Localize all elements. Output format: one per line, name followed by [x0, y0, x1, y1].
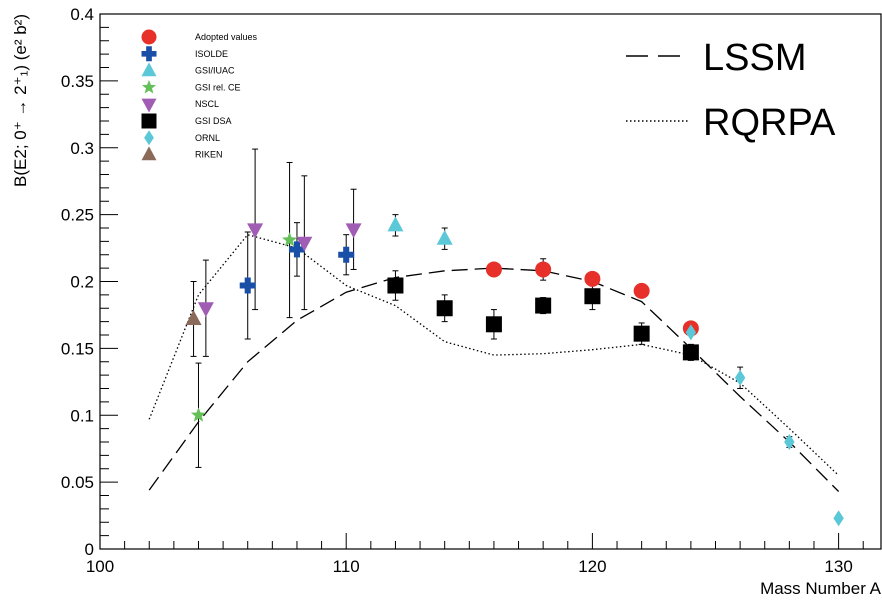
gsi-dsa-point: [584, 288, 601, 305]
error-bars: [190, 148, 793, 468]
lssm-legend-label: LSSM: [703, 37, 806, 79]
y-tick-label: 0.15: [61, 339, 94, 358]
y-tick-label: 0.1: [70, 406, 94, 425]
plot-frame: [99, 13, 882, 550]
adopted-values-point: [633, 282, 650, 299]
legend-item-label: GSI/IUAC: [195, 66, 235, 76]
data-points: [185, 216, 844, 527]
rqrpa-curve: [148, 233, 840, 476]
gsi-dsa-point: [387, 277, 404, 294]
legend-item-label: NSCL: [195, 99, 219, 109]
legend-ornl-marker: [144, 130, 154, 146]
isolde-point: [338, 246, 355, 263]
legend-item-label: ORNL: [195, 133, 220, 143]
y-tick-label: 0: [85, 540, 94, 559]
y-tick-label: 0.35: [61, 72, 94, 91]
riken-point: [185, 310, 202, 325]
gsi-iuac-point: [436, 229, 453, 245]
legend-adopted-values-marker: [141, 29, 157, 45]
adopted-values-point: [584, 270, 601, 287]
ornl-point: [734, 369, 746, 386]
x-axis-label: Mass Number A: [760, 579, 882, 598]
ornl-point: [833, 510, 844, 527]
legend-isolde-marker: [141, 46, 157, 62]
x-tick-label: 100: [86, 557, 114, 576]
gsi-dsa-point: [682, 344, 699, 361]
nscl-point: [345, 223, 362, 239]
gsi-rel-ce-point: [190, 407, 207, 422]
nscl-point: [247, 223, 264, 239]
model-legend: LSSM RQRPA: [626, 37, 836, 144]
legend: Adopted values ISOLDE GSI/IUAC GSI rel. CE N…: [141, 29, 258, 161]
legend-nscl-marker: [141, 98, 157, 113]
adopted-values-point: [535, 261, 552, 278]
rqrpa-legend-label: RQRPA: [703, 102, 836, 144]
ornl-point: [685, 324, 697, 341]
legend-gsi-dsa-marker: [141, 113, 157, 129]
y-axis-label: B(E2; 0⁺ → 2⁺₁) (e² b²): [11, 14, 30, 187]
adopted-values-point: [485, 261, 502, 278]
y-tick-label: 0.25: [61, 206, 94, 225]
gsi-dsa-point: [535, 297, 552, 314]
legend-riken-marker: [141, 146, 157, 161]
x-tick-label: 120: [578, 557, 606, 576]
gsi-dsa-point: [633, 325, 650, 342]
gsi-dsa-point: [485, 316, 502, 333]
legend-item-label: GSI rel. CE: [195, 82, 241, 92]
legend-gsi-rel-ce-marker: [141, 79, 157, 94]
gsi-iuac-point: [387, 216, 404, 232]
isolde-point: [288, 241, 305, 258]
nscl-point: [296, 236, 313, 252]
y-tick-label: 0.3: [70, 139, 94, 158]
gsi-dsa-point: [436, 300, 453, 317]
legend-item-label: Adopted values: [195, 32, 258, 42]
x-tick-label: 110: [333, 557, 360, 576]
legend-item-label: RIKEN: [195, 150, 223, 160]
model-curves: [148, 233, 840, 492]
x-tick-label: 130: [824, 557, 852, 576]
lssm-curve: [148, 267, 840, 492]
legend-item-label: ISOLDE: [195, 49, 228, 59]
legend-gsi-iuac-marker: [141, 62, 157, 77]
y-tick-label: 0.05: [61, 473, 94, 492]
y-tick-label: 0.2: [70, 273, 94, 292]
isolde-point: [239, 277, 256, 294]
nscl-point: [197, 302, 214, 318]
legend-item-label: GSI DSA: [195, 116, 232, 126]
ornl-point: [784, 434, 795, 450]
gsi-rel-ce-point: [282, 232, 298, 247]
y-tick-label: 0.4: [70, 5, 94, 24]
axes: 0 0.05 0.1 0.15 0.2 0.25 0.3 0.35 0.4 100 110 120 13…: [61, 5, 864, 576]
